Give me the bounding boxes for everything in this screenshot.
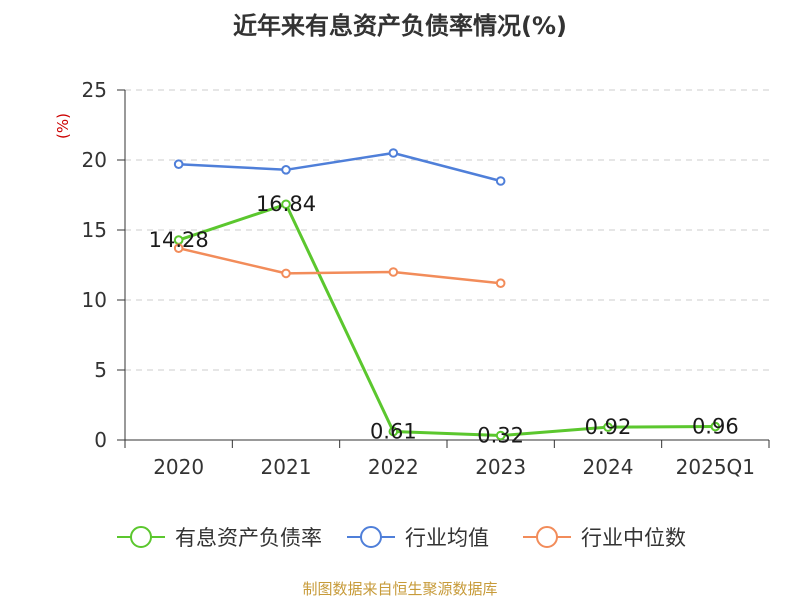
legend-label: 有息资产负债率 — [175, 526, 322, 550]
data-point — [281, 268, 291, 279]
data-point — [281, 199, 291, 210]
x-tick-label: 2022 — [368, 455, 419, 479]
data-labels: 14.28 16.84 0.61 0.32 0.92 0.96 — [149, 192, 739, 447]
data-label: 14.28 — [149, 228, 209, 252]
data-point — [603, 422, 613, 432]
y-tick-label: 15 — [82, 218, 107, 242]
data-point — [388, 426, 399, 437]
x-tick-label: 2025Q1 — [676, 455, 755, 479]
y-tick-label: 0 — [94, 428, 107, 452]
legend-label: 行业中位数 — [581, 526, 686, 550]
legend-swatch-marker — [360, 526, 382, 548]
y-tick-label: 25 — [82, 78, 107, 102]
y-tick-label: 5 — [94, 358, 107, 382]
series-line — [178, 151, 501, 183]
data-point — [495, 430, 506, 441]
legend-swatch-marker — [536, 526, 558, 548]
series-line — [178, 246, 501, 285]
data-label: 0.92 — [585, 415, 632, 439]
series-lines — [173, 148, 721, 441]
y-axis-label: (%) — [54, 113, 72, 139]
data-point — [173, 243, 184, 253]
grid-lines — [125, 89, 769, 371]
legend-swatch-marker — [130, 526, 152, 548]
series-line — [178, 202, 716, 438]
x-tick-label: 2023 — [475, 455, 526, 479]
y-tick-label: 20 — [82, 148, 107, 172]
x-tick-label: 2024 — [583, 455, 634, 479]
data-point — [388, 148, 399, 158]
data-point — [173, 159, 184, 169]
data-label: 0.32 — [477, 424, 524, 448]
y-tick-label: 10 — [82, 288, 107, 312]
data-point — [495, 176, 506, 186]
data-label: 0.96 — [692, 415, 739, 439]
axes: 0 5 10 15 20 25 2020 2021 2022 2023 2024 2025Q1 — [82, 78, 770, 479]
data-point — [710, 421, 721, 432]
source-note: 制图数据来自恒生聚源数据库 — [302, 580, 497, 598]
data-point — [281, 165, 291, 175]
x-tick-label: 2020 — [153, 455, 204, 479]
data-label: 16.84 — [256, 192, 316, 216]
data-label: 0.61 — [370, 419, 417, 443]
legend-label: 行业均值 — [405, 526, 489, 550]
chart-title: 近年来有息资产负债率情况(%) — [233, 12, 567, 40]
x-tick-label: 2021 — [261, 455, 312, 479]
data-point — [495, 278, 506, 289]
data-point — [388, 267, 399, 277]
legend: 有息资产负债率 行业均值 行业中位数 — [117, 526, 686, 550]
